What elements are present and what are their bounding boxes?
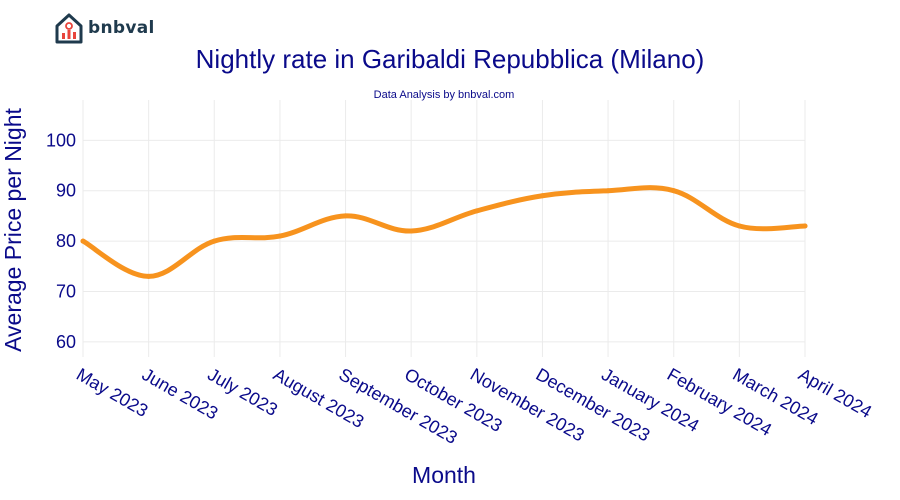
brand-logo: bnbval xyxy=(54,12,155,44)
data-point xyxy=(343,213,349,219)
data-point xyxy=(277,233,283,239)
y-tick-label: 60 xyxy=(56,332,76,352)
data-point xyxy=(474,208,480,214)
data-point xyxy=(605,188,611,194)
chart-subtitle: Data Analysis by bnbval.com xyxy=(373,89,515,101)
data-point xyxy=(80,238,86,244)
data-point xyxy=(408,228,414,234)
house-chart-icon xyxy=(55,13,83,44)
data-point xyxy=(146,273,152,279)
data-point xyxy=(671,188,677,194)
grid-lines xyxy=(82,100,806,357)
data-point xyxy=(211,238,217,244)
y-tick-label: 80 xyxy=(56,231,76,251)
y-tick-label: 70 xyxy=(56,281,76,301)
series-layer xyxy=(80,185,808,279)
y-tick-label: 90 xyxy=(56,181,76,201)
x-axis-title: Month xyxy=(412,462,476,488)
series-line xyxy=(80,185,808,279)
x-tick-label: December 2023 xyxy=(532,364,653,445)
brand-name: bnbval xyxy=(88,18,155,38)
y-axis-ticks: 60 70 80 90 100 xyxy=(46,130,76,352)
data-point xyxy=(736,223,742,229)
y-tick-label: 100 xyxy=(46,130,76,150)
data-point xyxy=(802,223,808,229)
chart-title: Nightly rate in Garibaldi Repubblica (Mi… xyxy=(195,44,705,74)
x-tick-label: May 2023 xyxy=(73,364,151,421)
x-tick-label: November 2023 xyxy=(467,364,588,445)
data-point xyxy=(539,193,545,199)
y-axis-title: Average Price per Night xyxy=(0,108,26,352)
